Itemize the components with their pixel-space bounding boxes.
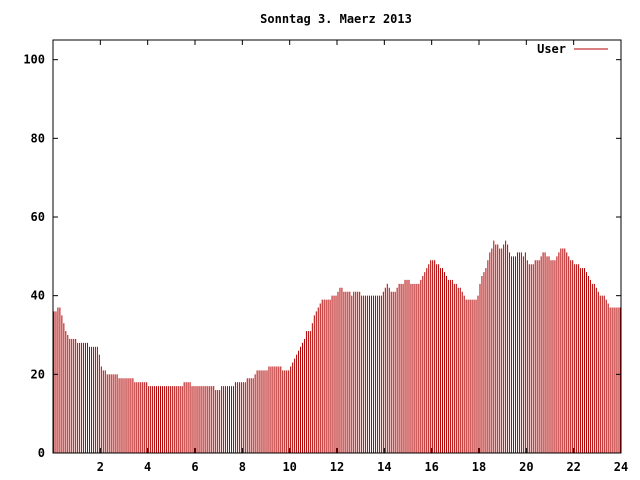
x-tick-label: 2 (97, 460, 104, 474)
x-tick-label: 18 (472, 460, 486, 474)
x-tick-label: 12 (330, 460, 344, 474)
x-tick-label: 24 (614, 460, 628, 474)
y-axis: 0 20 40 60 80 100 (23, 53, 621, 460)
x-tick-label: 10 (282, 460, 296, 474)
x-tick-label: 8 (239, 460, 246, 474)
y-tick-label: 0 (38, 446, 45, 460)
legend-label-user: User (537, 42, 566, 56)
x-tick-label: 14 (377, 460, 391, 474)
plot-frame (52, 39, 622, 454)
bar-series (53, 240, 621, 453)
x-tick-label: 4 (144, 460, 151, 474)
y-tick-label: 100 (23, 53, 45, 67)
x-tick-label: 20 (519, 460, 533, 474)
legend: User (537, 42, 608, 56)
y-tick-label: 20 (31, 367, 45, 381)
x-tick-label: 6 (191, 460, 198, 474)
y-tick-label: 60 (31, 210, 45, 224)
y-tick-label: 80 (31, 131, 45, 145)
chart-title: Sonntag 3. Maerz 2013 (260, 12, 412, 26)
x-axis: 2 4 6 8 10 12 14 16 18 20 22 24 (97, 40, 628, 474)
x-tick-label: 16 (424, 460, 438, 474)
y-tick-label: 40 (31, 289, 45, 303)
x-tick-label: 22 (566, 460, 580, 474)
